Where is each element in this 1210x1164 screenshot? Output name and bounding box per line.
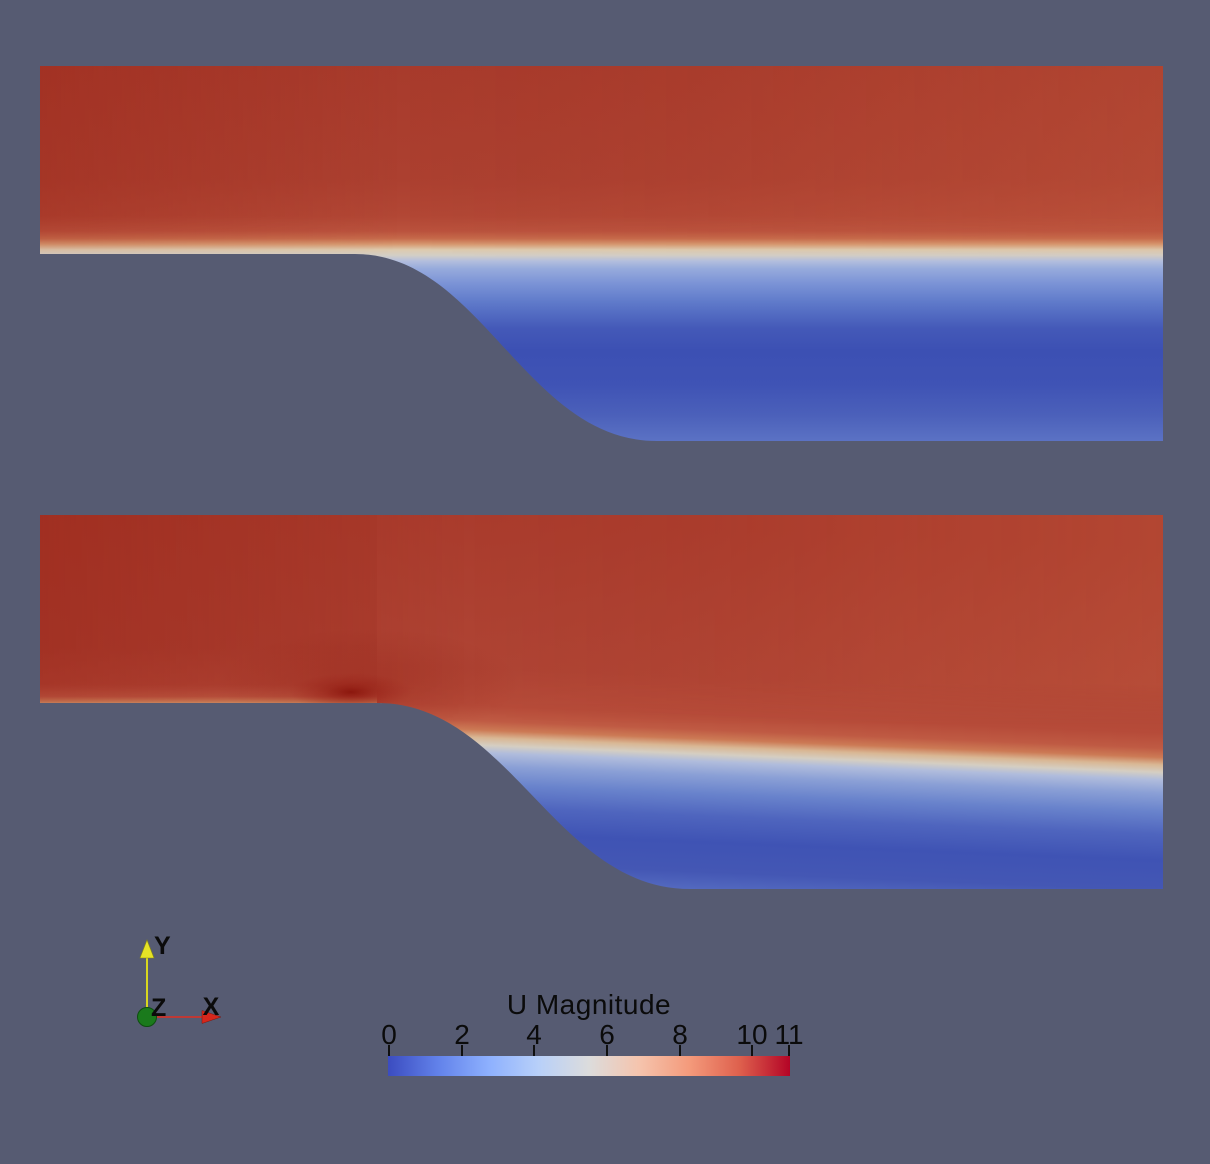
x-axis-label: X [203,993,220,1021]
z-axis-sphere-icon [137,1007,157,1027]
x-axis-arrow-icon [201,1010,222,1024]
colorbar-tick-labels: 0 2 4 6 8 10 11 [381,1019,803,1050]
contour-plot-bottom[interactable] [40,515,1163,889]
red-region-tint-top [40,66,1163,441]
colorbar-tick-label: 8 [672,1019,688,1050]
colorbar-tick-label: 6 [599,1019,615,1050]
colorbar-title: U Magnitude [506,989,672,1020]
red-region-tint-bottom [40,515,1163,889]
colorbar-tick-marks [388,1045,790,1056]
colorbar-tick-label: 11 [774,1019,804,1050]
y-axis-arrow-icon [139,939,155,959]
colorbar-tick-label: 4 [526,1019,542,1050]
colorbar-tick-label: 0 [381,1019,397,1050]
y-axis-label: Y [154,932,171,960]
contour-plot-top[interactable] [40,66,1163,441]
z-axis-label: Z [151,994,166,1022]
colorbar-gradient-bar[interactable] [388,1056,790,1076]
colorbar-tick-label: 10 [736,1019,768,1050]
colorbar-tick-label: 2 [454,1019,470,1050]
orientation-axes-widget: Y Z X [137,932,222,1027]
